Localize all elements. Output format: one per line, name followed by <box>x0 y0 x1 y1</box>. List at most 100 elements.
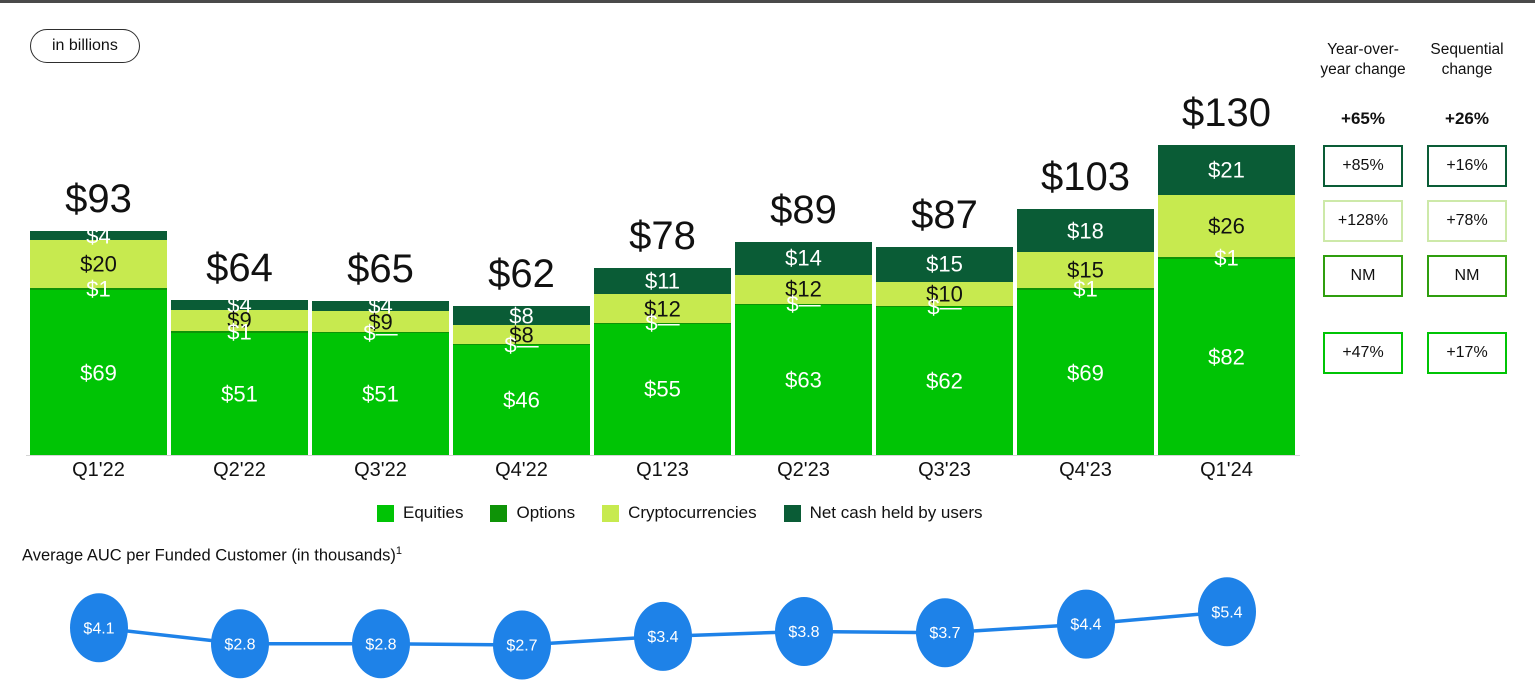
axis-label-q1-22: Q1'22 <box>72 459 125 481</box>
axis-label-q1-24: Q1'24 <box>1200 459 1253 481</box>
x-axis-line <box>26 455 1300 456</box>
segment-equities <box>594 323 731 455</box>
total-label-q4-23: $103 <box>1041 155 1130 200</box>
segment-cryptocurrencies <box>312 310 449 333</box>
axis-label-q3-23: Q3'23 <box>918 459 971 481</box>
data-point-marker-q2-22 <box>211 609 269 679</box>
bar-q2-22: $4 $9 $1 $51 <box>171 293 308 455</box>
sequential-total-change: +26% <box>1445 109 1489 128</box>
legend-item-cryptocurrencies: Cryptocurrencies <box>602 503 757 523</box>
segment-equities <box>453 345 590 455</box>
change-box-seq-row1: +16% <box>1427 145 1507 187</box>
segment-options <box>30 288 167 291</box>
total-label-q1-24: $130 <box>1182 90 1271 135</box>
segment-options <box>1017 288 1154 291</box>
total-label-q3-22: $65 <box>347 247 414 292</box>
legend-swatch-icon <box>377 504 394 522</box>
segment-net-cash-held-by-users <box>594 268 731 295</box>
legend-label: Equities <box>403 503 464 522</box>
segment-options <box>312 332 449 334</box>
total-label-q2-23: $89 <box>770 187 837 232</box>
bar-q1-24: $21 $26 $1 $82 <box>1158 144 1295 455</box>
window-top-border <box>0 0 1535 3</box>
data-point-marker-q3-22 <box>352 609 410 679</box>
segment-cryptocurrencies <box>876 282 1013 307</box>
segment-net-cash-held-by-users <box>1158 144 1295 196</box>
change-box-yoy-row4: +47% <box>1323 332 1403 374</box>
segment-net-cash-held-by-users <box>171 299 308 310</box>
change-box-yoy-row2: +128% <box>1323 200 1403 242</box>
legend-label: Cryptocurrencies <box>628 503 757 522</box>
axis-label-q3-22: Q3'22 <box>354 459 407 481</box>
axis-label-q2-22: Q2'22 <box>213 459 266 481</box>
line-chart-title-text: Average AUC per Funded Customer (in thou… <box>22 546 396 565</box>
legend-item-equities: Equities <box>377 503 463 523</box>
segment-cryptocurrencies <box>1158 195 1295 258</box>
axis-label-q4-23: Q4'23 <box>1059 459 1112 481</box>
sequential-change-header: Sequential change <box>1430 41 1504 79</box>
segment-cryptocurrencies <box>453 325 590 345</box>
change-box-seq-row2: +78% <box>1427 200 1507 242</box>
segment-options <box>171 330 308 334</box>
line-chart-title: Average AUC per Funded Customer (in thou… <box>22 545 402 566</box>
data-point-marker-q2-23 <box>775 596 833 666</box>
segment-equities <box>30 290 167 455</box>
chart-legend: Equities Options Cryptocurrencies Net cash … <box>377 503 983 523</box>
total-label-q4-22: $62 <box>488 252 555 297</box>
legend-label: Options <box>516 503 576 522</box>
data-point-label: $3.4 <box>647 629 678 646</box>
data-point-label: $2.8 <box>224 636 255 653</box>
segment-cryptocurrencies <box>735 275 872 304</box>
change-box-seq-row4: +17% <box>1427 332 1507 374</box>
segment-options <box>453 344 590 346</box>
data-point-marker-q3-23 <box>916 598 974 668</box>
legend-swatch-icon <box>602 504 620 522</box>
data-point-label: $3.8 <box>788 624 819 641</box>
segment-options <box>1158 257 1295 260</box>
data-point-label: $4.4 <box>1070 617 1101 634</box>
data-point-marker-q1-22 <box>70 593 128 663</box>
segment-cryptocurrencies <box>1017 252 1154 289</box>
data-point-marker-q4-23 <box>1057 589 1115 659</box>
segment-net-cash-held-by-users <box>1017 209 1154 253</box>
legend-label: Net cash held by users <box>809 503 983 522</box>
segment-equities <box>735 304 872 455</box>
segment-options <box>876 306 1013 308</box>
change-box-yoy-row3: NM <box>1323 255 1403 297</box>
data-point-label: $3.7 <box>929 625 960 642</box>
segment-equities <box>876 307 1013 455</box>
segment-cryptocurrencies <box>594 294 731 323</box>
total-label-q3-23: $87 <box>911 192 978 237</box>
total-label-q2-22: $64 <box>206 245 273 290</box>
yoy-total-change: +65% <box>1341 109 1385 128</box>
change-box-yoy-row1: +85% <box>1323 145 1403 187</box>
footnote-marker: 1 <box>395 545 403 557</box>
segment-equities <box>1017 290 1154 455</box>
legend-item-net-cash-held-by-users: Net cash held by users <box>783 503 983 523</box>
legend-swatch-icon <box>490 504 508 522</box>
axis-label-q1-23: Q1'23 <box>636 459 689 481</box>
segment-net-cash-held-by-users <box>453 306 590 326</box>
segment-net-cash-held-by-users <box>30 230 167 241</box>
data-point-label: $2.8 <box>365 636 396 653</box>
segment-equities <box>171 333 308 455</box>
segment-options <box>594 322 731 324</box>
segment-options <box>735 303 872 305</box>
data-point-marker-q4-22 <box>493 610 551 680</box>
segment-net-cash-held-by-users <box>312 301 449 311</box>
segment-cryptocurrencies <box>171 309 308 331</box>
segment-net-cash-held-by-users <box>876 246 1013 283</box>
total-label-q1-22: $93 <box>65 176 132 221</box>
segment-cryptocurrencies <box>30 240 167 289</box>
data-point-label: $4.1 <box>83 620 114 637</box>
yoy-change-header: Year-over- year change <box>1320 41 1406 79</box>
legend-swatch-icon <box>783 504 801 522</box>
segment-net-cash-held-by-users <box>735 241 872 276</box>
change-box-seq-row3: NM <box>1427 255 1507 297</box>
data-point-marker-q1-23 <box>634 601 692 671</box>
axis-label-q4-22: Q4'22 <box>495 459 548 481</box>
segment-equities <box>1158 259 1295 455</box>
data-point-marker-q1-24 <box>1198 577 1256 647</box>
